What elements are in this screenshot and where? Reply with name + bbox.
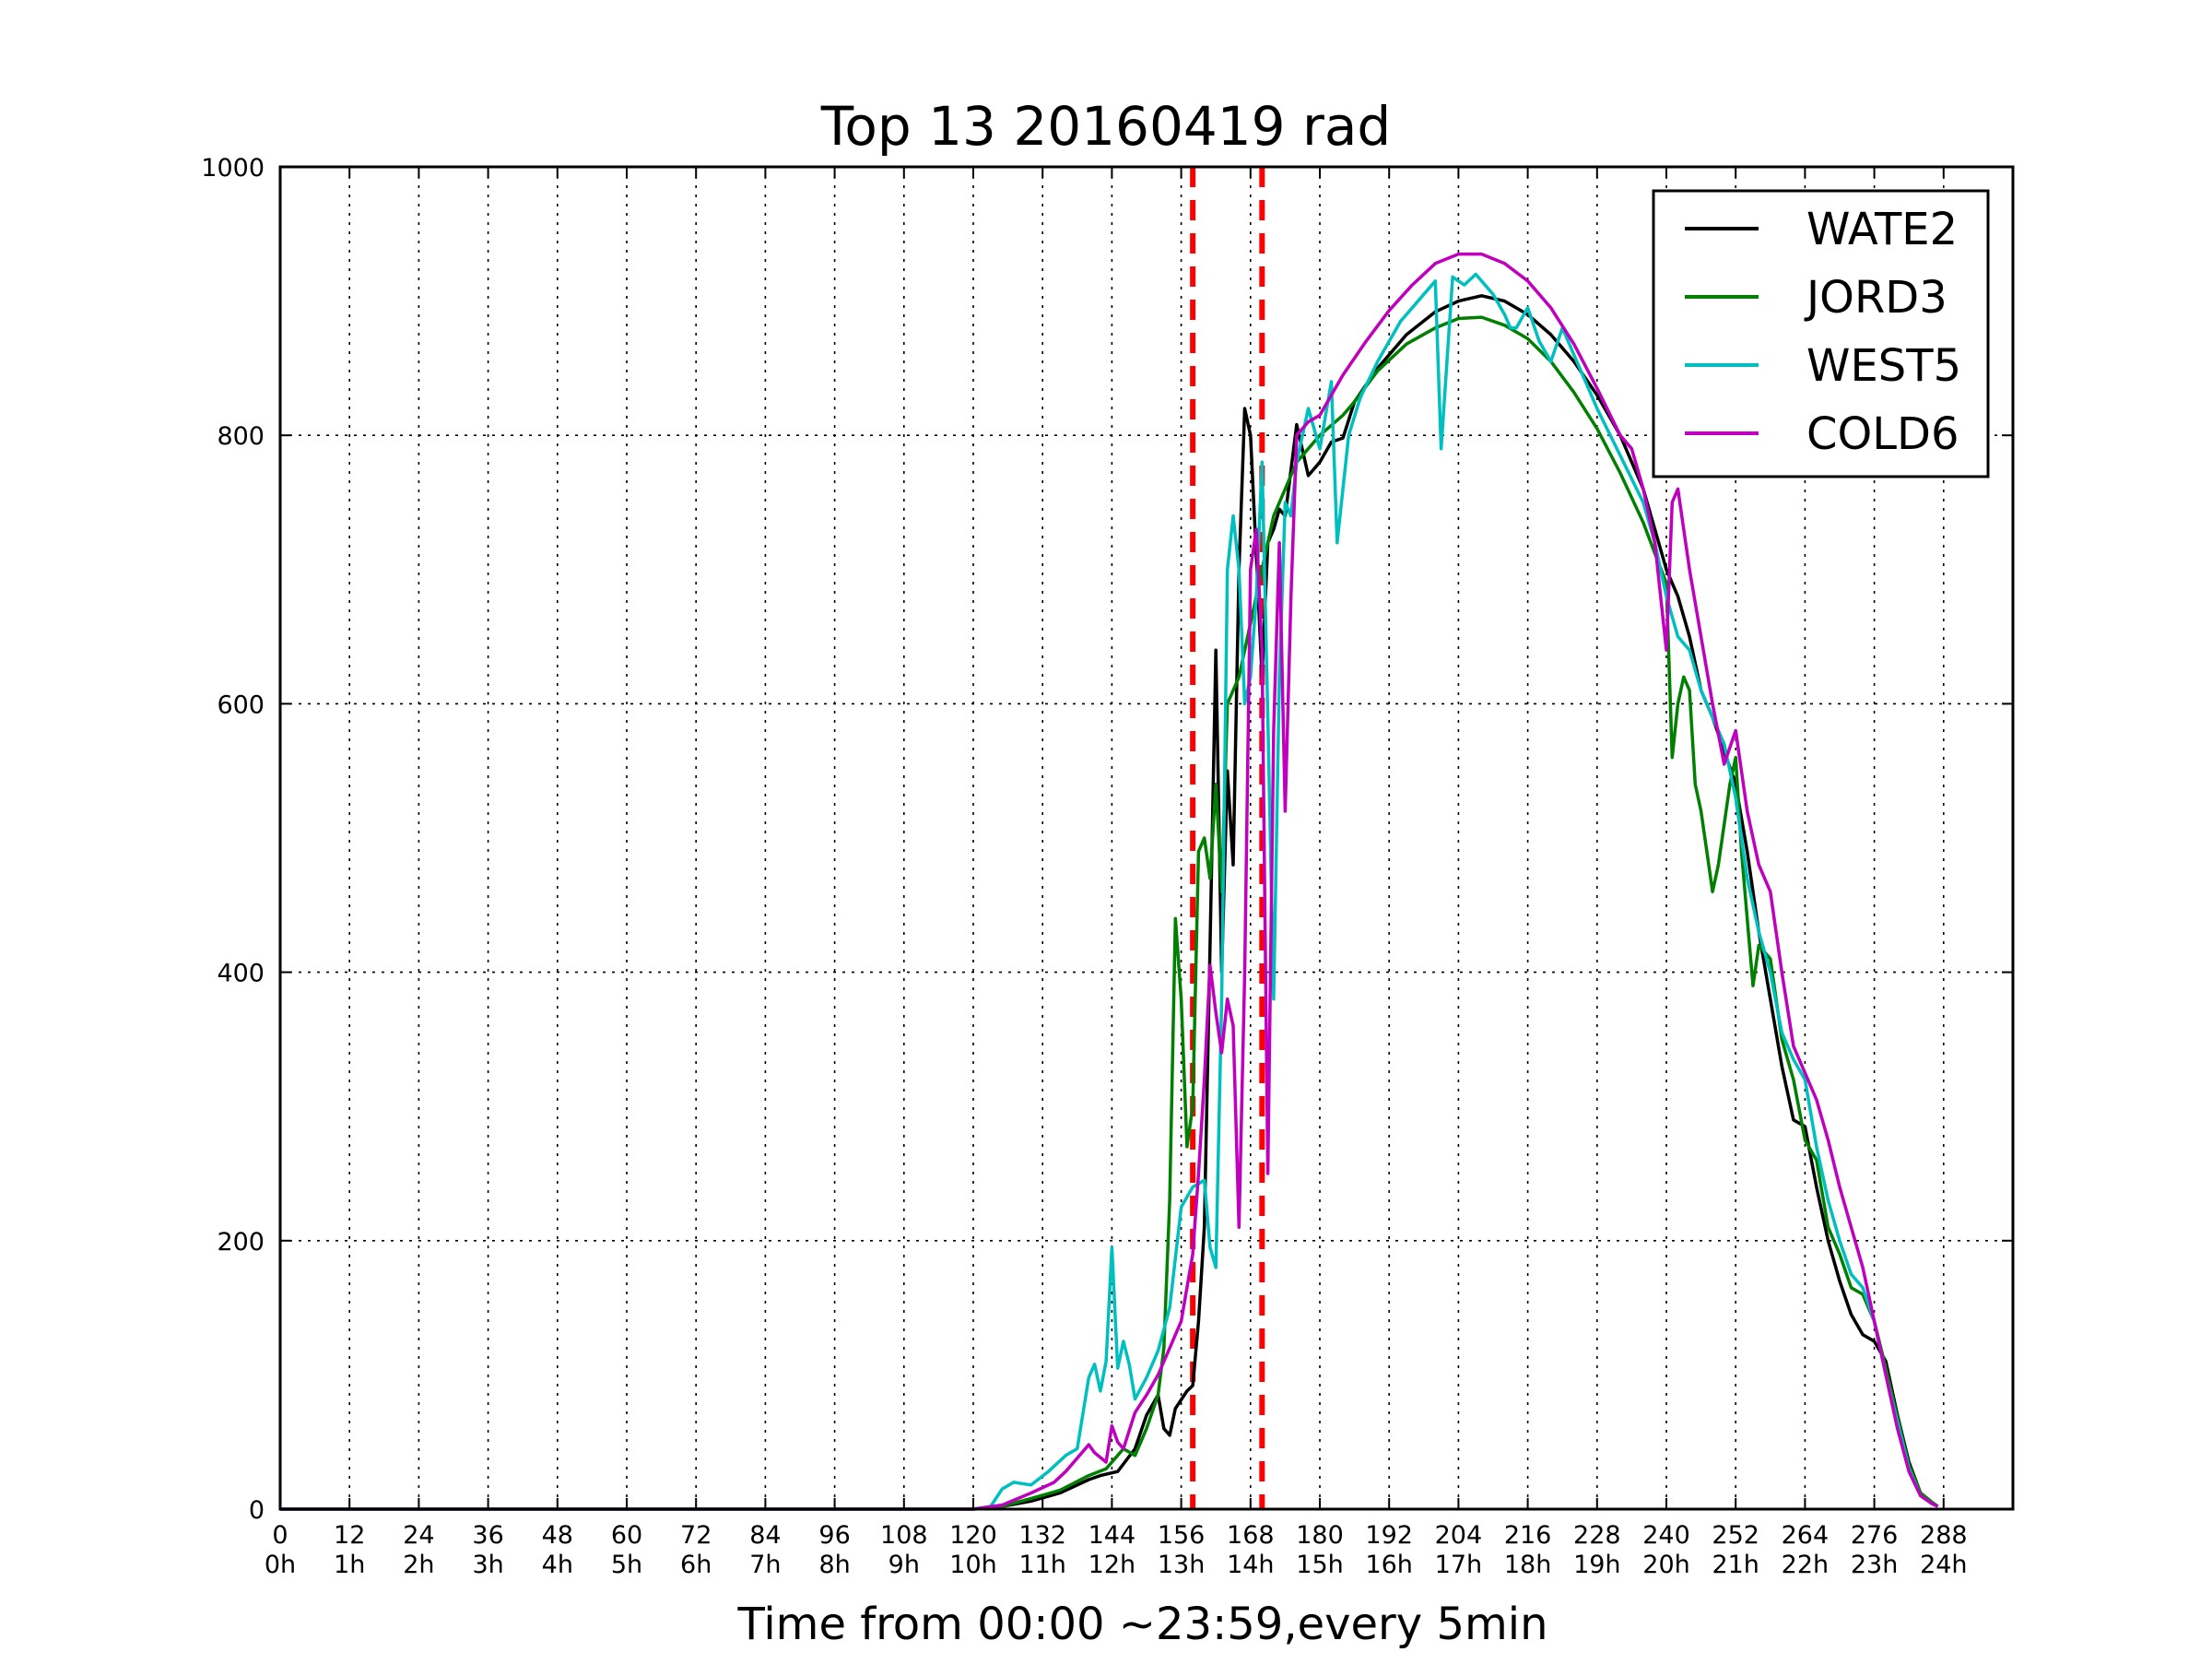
x-tick-label: 72: [680, 1521, 712, 1550]
x-tick-label: 120: [949, 1521, 997, 1550]
x-tick-label: 0: [272, 1521, 288, 1550]
x-tick-label: 228: [1573, 1521, 1621, 1550]
x-tick-label: 36: [472, 1521, 503, 1550]
x-tick-sublabel: 18h: [1504, 1551, 1551, 1579]
x-tick-sublabel: 22h: [1782, 1551, 1829, 1579]
x-tick-sublabel: 24h: [1920, 1551, 1967, 1579]
x-tick-label: 24: [403, 1521, 434, 1550]
reference-lines: [1190, 167, 1265, 1509]
x-tick-sublabel: 20h: [1642, 1551, 1689, 1579]
x-tick-label: 168: [1227, 1521, 1275, 1550]
x-tick-sublabel: 5h: [611, 1551, 642, 1579]
x-tick-label: 180: [1296, 1521, 1344, 1550]
y-tick-label: 0: [249, 1496, 265, 1525]
legend-label: WEST5: [1806, 340, 1961, 392]
x-tick-sublabel: 11h: [1018, 1551, 1065, 1579]
series-line-cold6: [280, 252, 1939, 1511]
x-tick-sublabel: 16h: [1365, 1551, 1412, 1579]
y-tick-label: 600: [217, 690, 265, 719]
x-tick-label: 60: [611, 1521, 642, 1550]
x-tick-label: 252: [1712, 1521, 1759, 1550]
x-tick-label: 204: [1435, 1521, 1483, 1550]
x-tick-sublabel: 13h: [1158, 1551, 1205, 1579]
series-layer: [280, 252, 1939, 1511]
x-tick-label: 144: [1088, 1521, 1136, 1550]
x-tick-sublabel: 3h: [472, 1551, 503, 1579]
x-tick-label: 192: [1365, 1521, 1413, 1550]
legend-label: WATE2: [1806, 204, 1958, 255]
x-tick-sublabel: 10h: [949, 1551, 996, 1579]
x-tick-sublabel: 2h: [403, 1551, 434, 1579]
x-tick-label: 276: [1851, 1521, 1899, 1550]
y-tick-label: 1000: [201, 154, 265, 183]
x-tick-label: 156: [1158, 1521, 1206, 1550]
y-tick-label: 400: [217, 960, 265, 988]
legend-box: [1652, 189, 1990, 478]
x-tick-sublabel: 4h: [542, 1551, 573, 1579]
series-line-jord3: [280, 315, 1939, 1511]
plot-frame: [278, 165, 2015, 1511]
x-tick-sublabel: 21h: [1712, 1551, 1759, 1579]
x-tick-sublabel: 23h: [1851, 1551, 1898, 1579]
legend-label: COLD6: [1806, 408, 1959, 460]
x-axis-label: Time from 00:00 ~23:59,every 5min: [737, 1599, 1548, 1650]
x-tick-sublabel: 8h: [818, 1551, 850, 1579]
x-tick-sublabel: 14h: [1227, 1551, 1274, 1579]
x-tick-label: 132: [1018, 1521, 1066, 1550]
x-tick-sublabel: 9h: [888, 1551, 920, 1579]
x-tick-label: 96: [818, 1521, 850, 1550]
x-tick-label: 216: [1504, 1521, 1552, 1550]
x-tick-sublabel: 0h: [265, 1551, 296, 1579]
x-tick-label: 288: [1920, 1521, 1968, 1550]
x-tick-sublabel: 19h: [1573, 1551, 1620, 1579]
x-tick-label: 108: [880, 1521, 928, 1550]
legend-label: JORD3: [1804, 272, 1947, 324]
x-tick-label: 240: [1642, 1521, 1690, 1550]
x-tick-sublabel: 17h: [1435, 1551, 1482, 1579]
x-tick-sublabel: 12h: [1088, 1551, 1135, 1579]
legend: WATE2 JORD3 WEST5 COLD6: [1652, 189, 1990, 478]
y-tick-label: 800: [217, 422, 265, 451]
x-tick-label: 48: [542, 1521, 573, 1550]
chart-title: Top 13 20160419 rad: [820, 95, 1391, 158]
x-tick-label: 12: [334, 1521, 365, 1550]
x-tick-sublabel: 7h: [749, 1551, 781, 1579]
y-tick-label: 200: [217, 1228, 265, 1257]
x-tick-sublabel: 15h: [1296, 1551, 1343, 1579]
x-tick-label: 264: [1782, 1521, 1830, 1550]
x-tick-label: 84: [749, 1521, 781, 1550]
series-line-west5: [280, 272, 1939, 1511]
x-tick-sublabel: 1h: [334, 1551, 365, 1579]
x-tick-sublabel: 6h: [680, 1551, 712, 1579]
